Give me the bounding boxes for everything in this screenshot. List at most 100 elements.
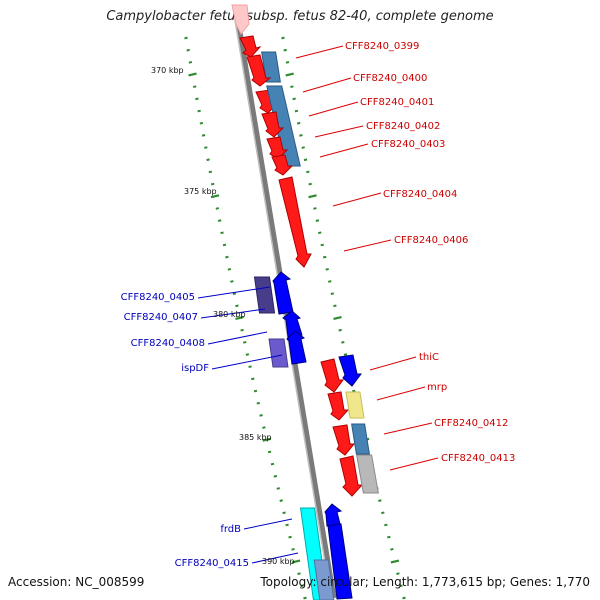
gene-arrow-thiC-reverse[interactable] bbox=[338, 354, 362, 387]
label-CFF8240_0415[interactable]: CFF8240_0415 bbox=[175, 558, 249, 569]
inner-tick bbox=[232, 292, 237, 295]
outer-tick bbox=[285, 61, 290, 64]
inner-tick bbox=[227, 267, 232, 271]
inner-tick bbox=[208, 170, 213, 174]
inner-tick bbox=[262, 426, 266, 429]
label-mrp[interactable]: mrp bbox=[427, 382, 447, 393]
inner-tick bbox=[186, 48, 190, 52]
outer-tick bbox=[387, 535, 391, 539]
axis-labels: 370 kbp 375 kbp 380 kbp 385 kbp 390 kbp bbox=[151, 66, 295, 566]
inner-tick bbox=[270, 462, 275, 466]
outer-tick bbox=[292, 97, 296, 101]
gene-arrow-CFF8240_0413[interactable] bbox=[339, 455, 364, 497]
inner-tick bbox=[276, 487, 280, 490]
inner-tick bbox=[188, 72, 197, 77]
inner-tick bbox=[192, 85, 197, 89]
cog-box-CFF8240_0415[interactable] bbox=[313, 559, 335, 600]
gene-arrow-thiC[interactable] bbox=[320, 358, 344, 393]
gene-labels: CFF8240_0399 CFF8240_0400 CFF8240_0401 C… bbox=[121, 41, 516, 569]
label-CFF8240_0403[interactable]: CFF8240_0403 bbox=[371, 139, 445, 150]
label-frdB[interactable]: frdB bbox=[220, 524, 241, 535]
outer-tick bbox=[378, 499, 382, 502]
inner-tick bbox=[251, 377, 255, 381]
label-ispDF[interactable]: ispDF bbox=[181, 363, 209, 374]
inner-tick bbox=[297, 572, 301, 575]
label-CFF8240_0412[interactable]: CFF8240_0412 bbox=[434, 418, 508, 429]
gene-arrow-frdB[interactable] bbox=[324, 503, 343, 527]
inner-tick bbox=[210, 182, 215, 186]
outer-tick bbox=[322, 255, 327, 259]
gene-arrow-CFF8240_0402[interactable] bbox=[261, 111, 285, 138]
tick-label-370: 370 kbp bbox=[151, 66, 184, 75]
tick-label-390: 390 kbp bbox=[262, 557, 295, 566]
label-CFF8240_0408[interactable]: CFF8240_0408 bbox=[131, 338, 205, 349]
gene-arrow-CFF8240_0407[interactable] bbox=[282, 310, 303, 338]
cog-box-mrp[interactable] bbox=[345, 391, 365, 419]
outer-tick bbox=[384, 523, 388, 527]
inner-tick bbox=[197, 109, 201, 113]
outer-tick bbox=[306, 170, 310, 174]
outer-tick bbox=[283, 48, 287, 52]
gene-arrow-CFF8240_0415[interactable] bbox=[327, 523, 353, 600]
gene-fragment-top[interactable] bbox=[231, 4, 250, 35]
inner-tick bbox=[288, 535, 292, 539]
outer-tick bbox=[301, 146, 305, 149]
outer-tick bbox=[330, 292, 335, 295]
outer-tick bbox=[313, 207, 317, 210]
inner-tick bbox=[240, 328, 244, 332]
gene-arrow-CFF8240_0408[interactable] bbox=[286, 330, 307, 365]
label-CFF8240_0400[interactable]: CFF8240_0400 bbox=[353, 73, 427, 84]
outer-tick bbox=[402, 596, 406, 600]
label-CFF8240_0407[interactable]: CFF8240_0407 bbox=[124, 312, 198, 323]
cog-box-CFF8240_0405[interactable] bbox=[253, 276, 276, 314]
outer-tick bbox=[333, 304, 337, 308]
cog-box-CFF8240_0413[interactable] bbox=[356, 454, 379, 494]
outer-tick bbox=[381, 511, 385, 515]
gene-arrow-CFF8240_0412[interactable] bbox=[332, 424, 356, 456]
inner-tick bbox=[245, 353, 250, 356]
outer-tick bbox=[318, 231, 322, 235]
gene-arrow-CFF8240_0404[interactable] bbox=[278, 176, 312, 268]
inner-tick bbox=[235, 315, 244, 321]
inner-tick bbox=[235, 304, 239, 308]
gene-arrow-CFF8240_0400[interactable] bbox=[246, 54, 272, 87]
inner-tick bbox=[225, 255, 229, 259]
cog-box-ispDF[interactable] bbox=[268, 338, 289, 368]
gene-arrow-CFF8240_0405[interactable] bbox=[272, 271, 294, 315]
inner-tick bbox=[195, 97, 199, 101]
inner-tick bbox=[217, 219, 222, 222]
inner-tick bbox=[222, 243, 227, 247]
outer-tick bbox=[338, 328, 342, 332]
label-CFF8240_0405[interactable]: CFF8240_0405 bbox=[121, 292, 195, 303]
label-CFF8240_0413[interactable]: CFF8240_0413 bbox=[441, 453, 515, 464]
label-CFF8240_0401[interactable]: CFF8240_0401 bbox=[360, 97, 434, 108]
inner-tick bbox=[279, 499, 283, 502]
outer-tick bbox=[315, 219, 320, 222]
outer-tick bbox=[281, 36, 285, 40]
gene-arrow-CFF8240_0399[interactable] bbox=[239, 35, 262, 58]
outer-tick bbox=[308, 194, 317, 199]
outer-tick bbox=[296, 121, 301, 125]
leader-lines bbox=[197, 45, 439, 564]
inner-tick bbox=[220, 231, 224, 235]
gene-arrow-CFF8240_0403[interactable] bbox=[266, 136, 289, 160]
label-CFF8240_0399[interactable]: CFF8240_0399 bbox=[345, 41, 419, 52]
inner-tick bbox=[282, 511, 286, 515]
outer-tick bbox=[390, 547, 394, 551]
label-CFF8240_0402[interactable]: CFF8240_0402 bbox=[366, 121, 440, 132]
inner-tick bbox=[206, 158, 210, 162]
cog-box-CFF8240_0399[interactable] bbox=[261, 51, 281, 83]
outer-tick bbox=[328, 280, 332, 283]
cog-box-CFF8240_0412[interactable] bbox=[351, 423, 370, 455]
inner-tick bbox=[230, 280, 234, 283]
inner-tick bbox=[267, 450, 272, 454]
label-CFF8240_0406[interactable]: CFF8240_0406 bbox=[394, 235, 468, 246]
outer-tick bbox=[341, 341, 345, 344]
tick-label-375: 375 kbp bbox=[184, 187, 217, 196]
inner-tick bbox=[199, 121, 204, 125]
outer-tick bbox=[303, 158, 308, 162]
label-CFF8240_0404[interactable]: CFF8240_0404 bbox=[383, 189, 457, 200]
inner-tick bbox=[188, 61, 193, 64]
gene-arrow-mrp[interactable] bbox=[327, 391, 350, 421]
label-thiC[interactable]: thiC bbox=[419, 352, 439, 363]
